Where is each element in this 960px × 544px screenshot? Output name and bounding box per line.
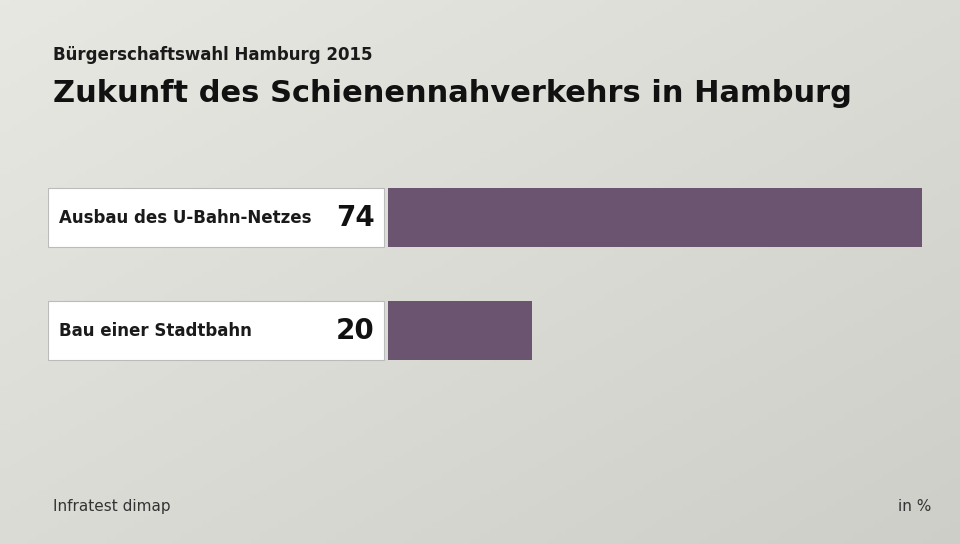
Text: Bürgerschaftswahl Hamburg 2015: Bürgerschaftswahl Hamburg 2015 [53,46,372,64]
FancyBboxPatch shape [388,301,533,361]
FancyBboxPatch shape [48,301,384,361]
Text: Bau einer Stadtbahn: Bau einer Stadtbahn [59,322,252,340]
Text: Infratest dimap: Infratest dimap [53,499,171,514]
Text: 74: 74 [336,203,374,232]
FancyBboxPatch shape [388,188,923,248]
FancyBboxPatch shape [48,188,384,248]
Text: Ausbau des U-Bahn-Netzes: Ausbau des U-Bahn-Netzes [59,208,311,227]
Text: 20: 20 [336,317,374,345]
Text: Zukunft des Schienennahverkehrs in Hamburg: Zukunft des Schienennahverkehrs in Hambu… [53,79,852,108]
Text: in %: in % [898,499,931,514]
